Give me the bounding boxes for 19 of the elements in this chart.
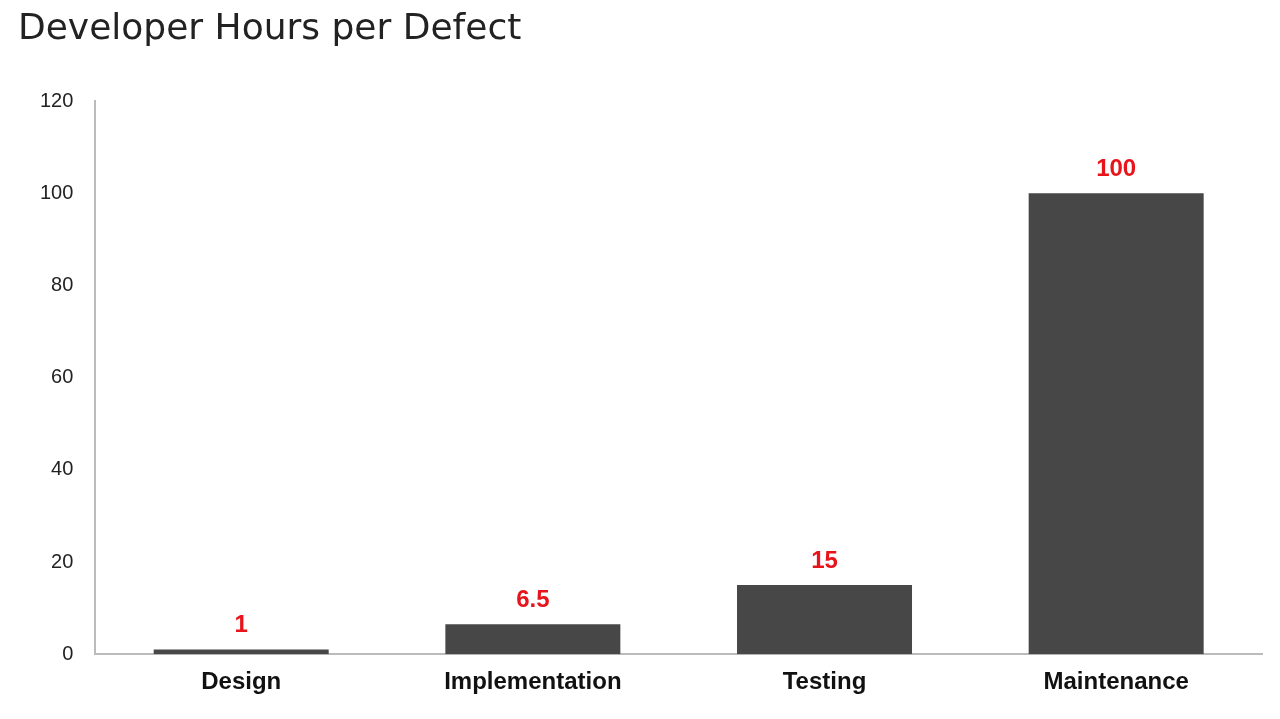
y-tick-label: 100 bbox=[39, 180, 74, 203]
y-tick-label: 60 bbox=[51, 365, 74, 388]
x-tick-label: Design bbox=[201, 667, 282, 695]
x-tick-label: Implementation bbox=[444, 667, 622, 695]
y-tick-label: 80 bbox=[51, 273, 74, 296]
y-tick-label: 0 bbox=[62, 641, 74, 664]
data-label: 6.5 bbox=[516, 584, 550, 612]
x-tick-label: Maintenance bbox=[1043, 667, 1189, 695]
chart-title: Developer Hours per Defect bbox=[18, 5, 522, 47]
data-label: 1 bbox=[234, 610, 248, 638]
y-tick-label: 120 bbox=[39, 88, 74, 111]
bar bbox=[445, 624, 621, 655]
bar bbox=[737, 585, 913, 655]
bar bbox=[1028, 193, 1204, 655]
x-tick-label: Testing bbox=[782, 667, 867, 695]
y-tick-label: 40 bbox=[51, 457, 74, 480]
data-label: 15 bbox=[811, 545, 838, 573]
data-label: 100 bbox=[1096, 153, 1137, 181]
y-tick-label: 20 bbox=[51, 549, 74, 572]
